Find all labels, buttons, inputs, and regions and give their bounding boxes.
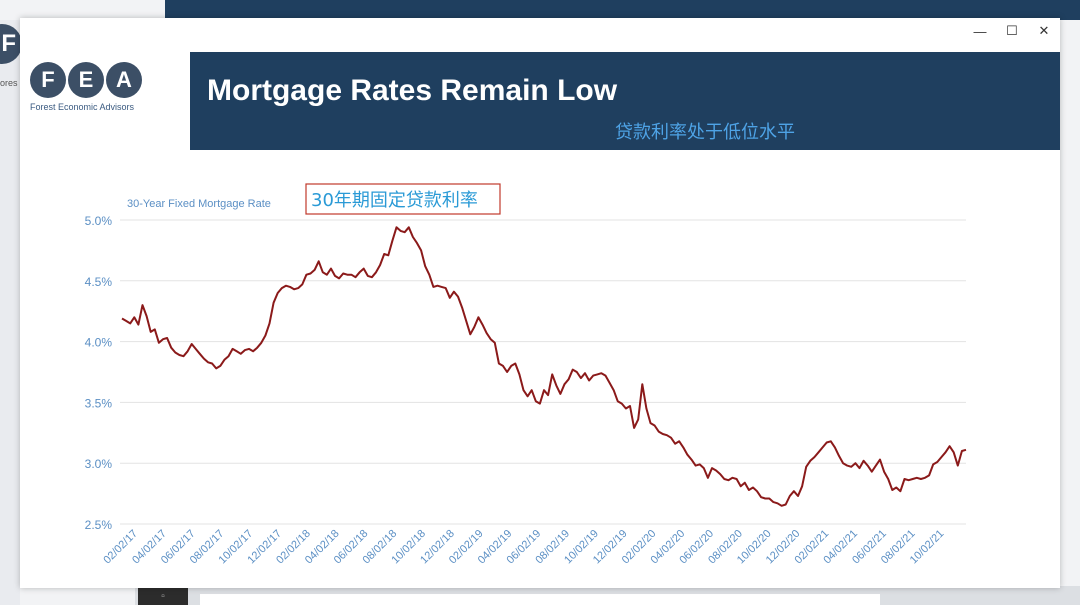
- y-tick-label: 2.5%: [85, 518, 113, 532]
- y-tick-label: 5.0%: [85, 214, 113, 228]
- chart-title: 30-Year Fixed Mortgage Rate: [127, 198, 271, 210]
- y-tick-label: 3.0%: [85, 457, 113, 471]
- background-text: ores: [0, 78, 18, 88]
- series-layer: [121, 226, 967, 507]
- logo-letter-a: A: [106, 62, 142, 98]
- window-controls: — ☐ ✕: [964, 18, 1060, 44]
- minimize-button[interactable]: —: [973, 23, 987, 39]
- slide-subtitle: 贷款利率处于低位水平: [615, 122, 795, 142]
- y-tick-label: 4.0%: [85, 336, 113, 350]
- logo-caption: Forest Economic Advisors: [30, 102, 135, 112]
- annotation-box: [305, 183, 501, 215]
- background-window-left: [0, 20, 20, 605]
- slide-title: Mortgage Rates Remain Low: [207, 74, 618, 107]
- logo-letter-f: F: [30, 62, 66, 98]
- maximize-button[interactable]: ☐: [1006, 23, 1018, 38]
- close-button[interactable]: ✕: [1038, 23, 1050, 38]
- background-app-icon[interactable]: ▫: [138, 588, 188, 605]
- mortgage-rate-chart: 30-Year Fixed Mortgage Rate 30年期固定贷款利率 5…: [85, 183, 967, 567]
- fea-logo: F E A Forest Economic Advisors: [30, 62, 160, 112]
- y-tick-label: 4.5%: [85, 275, 113, 289]
- x-axis-ticks: 02/02/1704/02/1706/02/1708/02/1710/02/17…: [101, 528, 946, 567]
- y-tick-label: 3.5%: [85, 396, 113, 410]
- background-panel: [200, 594, 880, 605]
- slide-header: Mortgage Rates Remain Low 贷款利率处于低位水平: [190, 52, 1060, 150]
- grid-lines: [120, 219, 966, 525]
- y-axis-ticks: 5.0% 4.5% 4.0% 3.5% 3.0% 2.5%: [85, 214, 113, 532]
- slide-window: — ☐ ✕ F E A Forest Economic Advisors Mor…: [20, 18, 1060, 588]
- background-window-titlebar: [165, 0, 1080, 20]
- logo-letter-e: E: [68, 62, 104, 98]
- chart-annotation: 30年期固定贷款利率: [311, 190, 478, 211]
- series-line-30yr-fixed-rate: [121, 226, 967, 507]
- background-logo: F: [0, 24, 22, 64]
